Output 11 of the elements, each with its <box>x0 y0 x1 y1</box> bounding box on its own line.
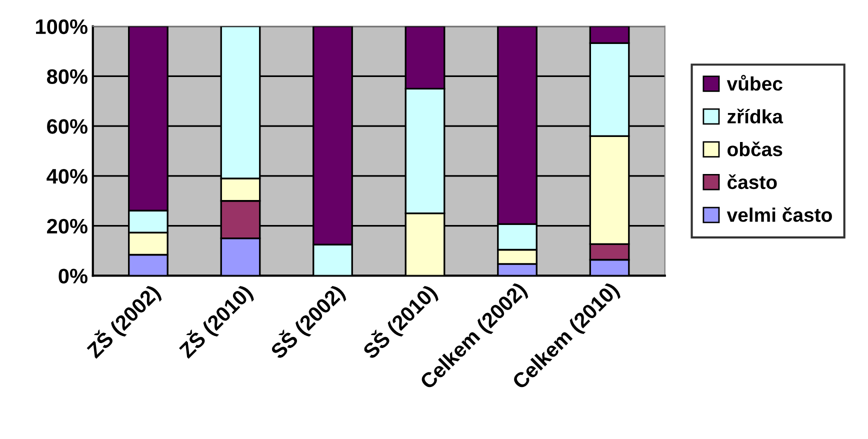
y-tick-label: 60% <box>47 119 88 134</box>
y-tick-label: 40% <box>46 168 88 184</box>
y-tick-label: 20% <box>47 218 88 234</box>
legend-label: velmi často <box>726 207 832 222</box>
legend-label: vůbec <box>726 74 782 91</box>
legend-label: občas <box>728 142 782 156</box>
y-tick-label: 80% <box>46 69 88 84</box>
y-tick-label: 100% <box>36 19 88 34</box>
legend-label: často <box>728 174 777 190</box>
y-tick-label: 0% <box>58 268 88 284</box>
legend-label: zřídka <box>728 108 784 124</box>
